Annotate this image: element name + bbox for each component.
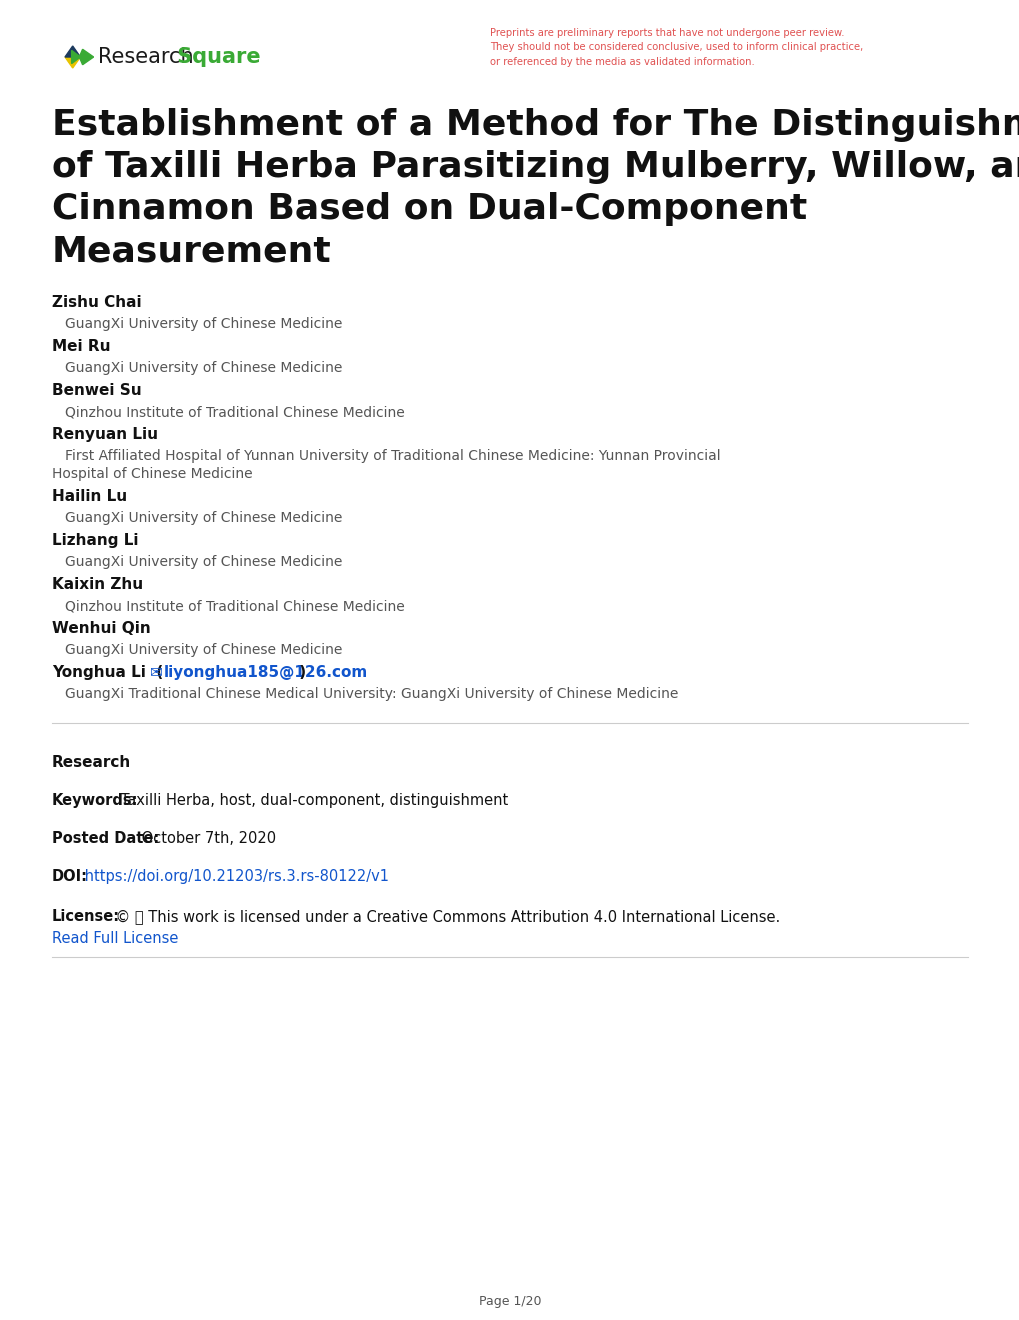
- Text: Keywords:: Keywords:: [52, 793, 139, 808]
- Text: GuangXi University of Chinese Medicine: GuangXi University of Chinese Medicine: [65, 554, 342, 569]
- Text: GuangXi Traditional Chinese Medical University: GuangXi University of Chinese Me: GuangXi Traditional Chinese Medical Univ…: [65, 686, 678, 701]
- Text: Hailin Lu: Hailin Lu: [52, 488, 127, 504]
- Text: © ⓘ This work is licensed under a Creative Commons Attribution 4.0 International: © ⓘ This work is licensed under a Creati…: [111, 909, 780, 924]
- Polygon shape: [71, 50, 81, 63]
- Text: https://doi.org/10.21203/rs.3.rs-80122/v1: https://doi.org/10.21203/rs.3.rs-80122/v…: [81, 869, 389, 884]
- Text: Qinzhou Institute of Traditional Chinese Medicine: Qinzhou Institute of Traditional Chinese…: [65, 405, 405, 418]
- Text: GuangXi University of Chinese Medicine: GuangXi University of Chinese Medicine: [65, 360, 342, 375]
- Text: License:: License:: [52, 909, 120, 924]
- Text: DOI:: DOI:: [52, 869, 88, 884]
- Text: Taxilli Herba, host, dual-component, distinguishment: Taxilli Herba, host, dual-component, dis…: [116, 793, 507, 808]
- Text: Lizhang Li: Lizhang Li: [52, 533, 139, 548]
- Text: Zishu Chai: Zishu Chai: [52, 294, 142, 310]
- Text: liyonghua185@126.com: liyonghua185@126.com: [164, 665, 368, 680]
- Text: Measurement: Measurement: [52, 234, 331, 268]
- Text: Benwei Su: Benwei Su: [52, 383, 142, 399]
- Text: ): ): [293, 665, 306, 680]
- Text: Renyuan Liu: Renyuan Liu: [52, 426, 158, 442]
- Text: October 7th, 2020: October 7th, 2020: [138, 832, 276, 846]
- Text: Research: Research: [52, 755, 131, 770]
- Text: Kaixin Zhu: Kaixin Zhu: [52, 577, 143, 591]
- Text: Research: Research: [98, 48, 194, 67]
- Text: Hospital of Chinese Medicine: Hospital of Chinese Medicine: [52, 467, 253, 480]
- Text: Preprints are preliminary reports that have not undergone peer review.
They shou: Preprints are preliminary reports that h…: [489, 28, 862, 67]
- Text: Square: Square: [170, 48, 261, 67]
- Text: Posted Date:: Posted Date:: [52, 832, 159, 846]
- Text: Cinnamon Based on Dual-Component: Cinnamon Based on Dual-Component: [52, 191, 806, 226]
- Polygon shape: [65, 57, 81, 69]
- Polygon shape: [79, 49, 94, 65]
- Text: GuangXi University of Chinese Medicine: GuangXi University of Chinese Medicine: [65, 511, 342, 525]
- Text: Mei Ru: Mei Ru: [52, 339, 110, 354]
- Text: ✉: ✉: [150, 665, 168, 680]
- Text: Wenhui Qin: Wenhui Qin: [52, 620, 151, 636]
- Polygon shape: [65, 46, 81, 57]
- Text: of Taxilli Herba Parasitizing Mulberry, Willow, and: of Taxilli Herba Parasitizing Mulberry, …: [52, 150, 1019, 183]
- Text: GuangXi University of Chinese Medicine: GuangXi University of Chinese Medicine: [65, 317, 342, 331]
- Text: Yonghua Li  (: Yonghua Li (: [52, 665, 168, 680]
- Text: Read Full License: Read Full License: [52, 931, 178, 946]
- Text: Establishment of a Method for The Distinguishment: Establishment of a Method for The Distin…: [52, 108, 1019, 143]
- Text: GuangXi University of Chinese Medicine: GuangXi University of Chinese Medicine: [65, 643, 342, 657]
- Text: Page 1/20: Page 1/20: [478, 1295, 541, 1308]
- Text: First Affiliated Hospital of Yunnan University of Traditional Chinese Medicine: : First Affiliated Hospital of Yunnan Univ…: [65, 449, 719, 463]
- Text: Qinzhou Institute of Traditional Chinese Medicine: Qinzhou Institute of Traditional Chinese…: [65, 599, 405, 612]
